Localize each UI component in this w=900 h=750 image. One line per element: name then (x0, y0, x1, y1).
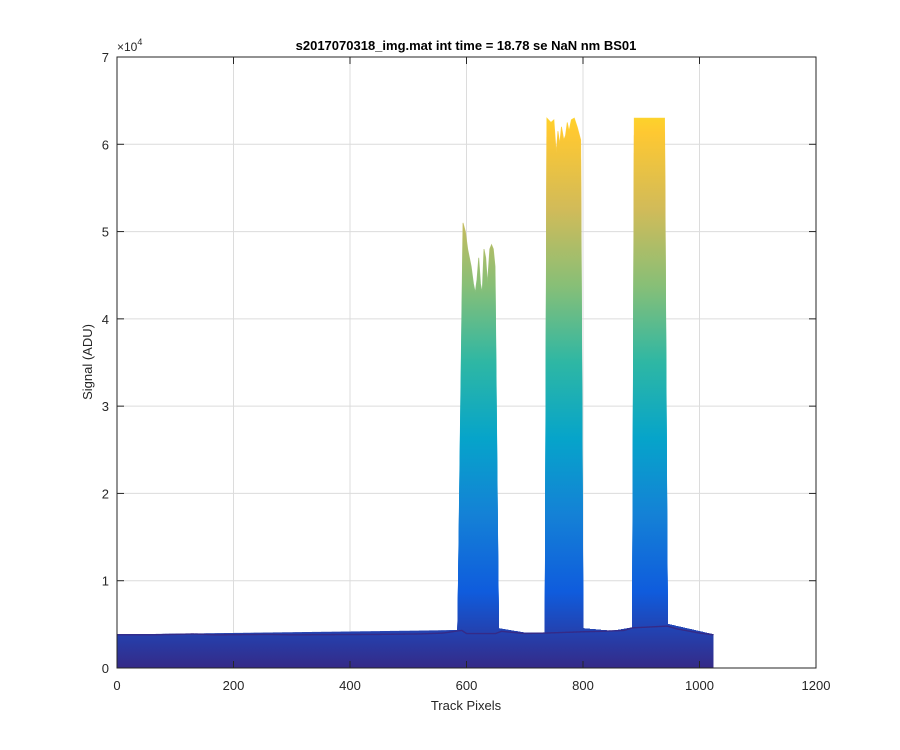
y-tick-label: 2 (102, 486, 109, 501)
x-axis-label: Track Pixels (431, 698, 502, 713)
y-axis-exponent: ×104 (117, 37, 142, 54)
data-area (117, 117, 714, 668)
x-tick-label: 800 (572, 678, 594, 693)
y-tick-label: 3 (102, 399, 109, 414)
x-tick-label: 600 (456, 678, 478, 693)
y-tick-label: 0 (102, 661, 109, 676)
signal-envelope (117, 118, 714, 668)
y-tick-label: 6 (102, 137, 109, 152)
y-axis-exponent-base: ×10 (117, 40, 138, 54)
tick-labels: 0 200 400 600 800 1000 1200 0 1 2 3 4 5 6 7 (102, 50, 831, 693)
y-tick-label: 1 (102, 574, 109, 589)
y-axis-exponent-power: 4 (137, 37, 142, 47)
x-tick-label: 400 (339, 678, 361, 693)
x-tick-label: 1200 (802, 678, 831, 693)
y-tick-label: 5 (102, 225, 109, 240)
x-tick-label: 0 (113, 678, 120, 693)
chart-title: s2017070318_img.mat int time = 18.78 se … (296, 38, 637, 53)
baseline-trace (117, 625, 714, 636)
x-tick-label: 1000 (685, 678, 714, 693)
y-tick-label: 4 (102, 312, 109, 327)
y-tick-label: 7 (102, 50, 109, 65)
x-tick-label: 200 (223, 678, 245, 693)
y-axis-label: Signal (ADU) (80, 324, 95, 400)
